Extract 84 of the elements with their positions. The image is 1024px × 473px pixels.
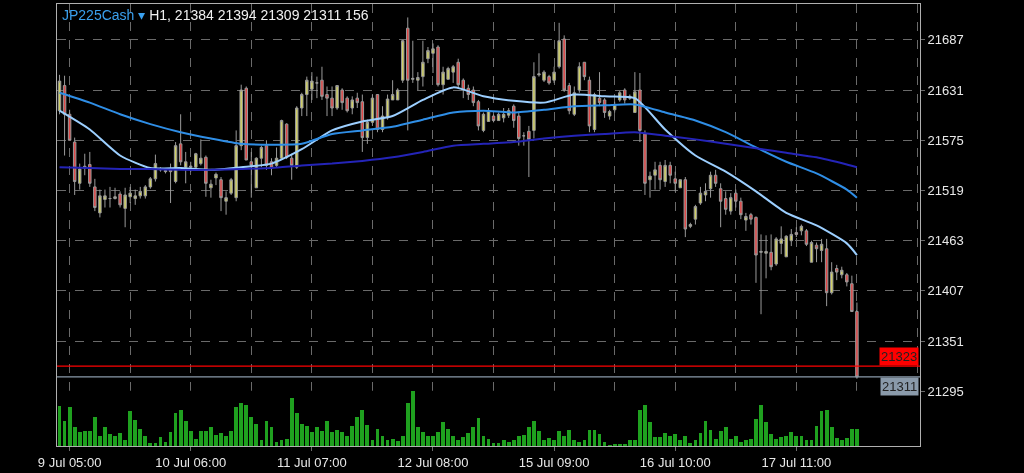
candlestick bbox=[577, 61, 582, 94]
bar bbox=[477, 417, 480, 446]
x-tick-label: 9 Jul 05:00 bbox=[37, 454, 102, 470]
candlestick bbox=[532, 61, 536, 139]
bar bbox=[376, 428, 379, 446]
candlestick bbox=[814, 241, 819, 263]
candlestick bbox=[284, 122, 289, 160]
x-tick-label: 16 Jul 10:00 bbox=[639, 454, 711, 470]
line-series bbox=[58, 86, 858, 257]
bar bbox=[63, 420, 66, 446]
candlestick bbox=[597, 71, 602, 107]
line-series bbox=[58, 131, 858, 171]
bar bbox=[588, 429, 591, 446]
bar bbox=[800, 435, 803, 446]
bar bbox=[487, 438, 490, 446]
candlestick bbox=[713, 169, 718, 188]
bar bbox=[598, 433, 601, 446]
y-tick-label: 21687 bbox=[927, 32, 964, 48]
bar bbox=[169, 431, 172, 446]
candlestick bbox=[804, 228, 809, 247]
bar bbox=[820, 410, 823, 446]
bar bbox=[260, 439, 263, 446]
candlestick bbox=[698, 186, 703, 206]
y-tick-label: 21519 bbox=[927, 183, 964, 199]
y-tick-label: 21631 bbox=[927, 82, 964, 98]
bar bbox=[603, 441, 606, 446]
bar bbox=[174, 412, 177, 446]
candlestick bbox=[421, 40, 425, 87]
x-tick-label: 10 Jul 06:00 bbox=[155, 454, 227, 470]
candlestick bbox=[249, 151, 254, 199]
chart-subtitle: H1, 21384 21394 21309 21311 156 bbox=[149, 7, 369, 23]
bar bbox=[805, 439, 808, 446]
y-tick-label: 21351 bbox=[927, 333, 964, 349]
candlestick bbox=[209, 179, 213, 199]
candlestick bbox=[168, 163, 173, 204]
bar bbox=[386, 439, 389, 446]
candlestick bbox=[527, 125, 531, 178]
candlestick bbox=[62, 75, 67, 157]
line-series bbox=[58, 91, 858, 199]
bar bbox=[275, 441, 278, 446]
bar bbox=[815, 425, 818, 446]
bar bbox=[159, 436, 162, 446]
bar bbox=[709, 429, 712, 446]
candlestick bbox=[819, 238, 824, 263]
candlestick bbox=[693, 204, 698, 226]
bar bbox=[699, 432, 702, 446]
bar bbox=[381, 435, 384, 446]
x-tick-label: 17 Jul 11:00 bbox=[761, 454, 832, 470]
y-tick-label: 21295 bbox=[927, 383, 964, 399]
x-tick-label: 15 Jul 09:00 bbox=[518, 454, 590, 470]
candlestick bbox=[259, 145, 264, 168]
candlestick bbox=[214, 172, 218, 186]
ref-line-label: 21311 bbox=[882, 379, 918, 394]
bar bbox=[280, 439, 283, 446]
bar bbox=[154, 442, 157, 446]
y-tick-label: 21575 bbox=[927, 132, 964, 148]
chart-title: JP225Cash ▾ bbox=[62, 7, 146, 23]
bar bbox=[810, 439, 813, 446]
candlestick bbox=[108, 186, 112, 209]
bar bbox=[593, 429, 596, 446]
bar bbox=[265, 420, 268, 446]
x-tick-label: 12 Jul 08:00 bbox=[397, 454, 469, 470]
x-tick-label: 11 Jul 07:00 bbox=[276, 454, 347, 470]
candlestick bbox=[491, 113, 496, 123]
candlestick bbox=[607, 109, 612, 121]
bar bbox=[482, 435, 485, 446]
ref-line-label: 21323 bbox=[881, 349, 918, 364]
bar bbox=[492, 442, 495, 446]
bar bbox=[164, 441, 167, 446]
bar bbox=[371, 439, 374, 446]
candlestick bbox=[703, 182, 708, 202]
bar bbox=[270, 426, 273, 446]
bar bbox=[704, 420, 707, 446]
bar bbox=[694, 439, 697, 446]
candlestick bbox=[315, 76, 319, 99]
y-tick-label: 21463 bbox=[927, 233, 964, 249]
bar bbox=[58, 405, 61, 446]
candlestick bbox=[799, 224, 804, 236]
y-tick-label: 21407 bbox=[927, 283, 964, 299]
candlestick bbox=[67, 109, 72, 141]
candlestick bbox=[708, 171, 713, 199]
bar bbox=[497, 442, 500, 446]
candlestick bbox=[522, 131, 526, 147]
bar bbox=[583, 439, 586, 446]
